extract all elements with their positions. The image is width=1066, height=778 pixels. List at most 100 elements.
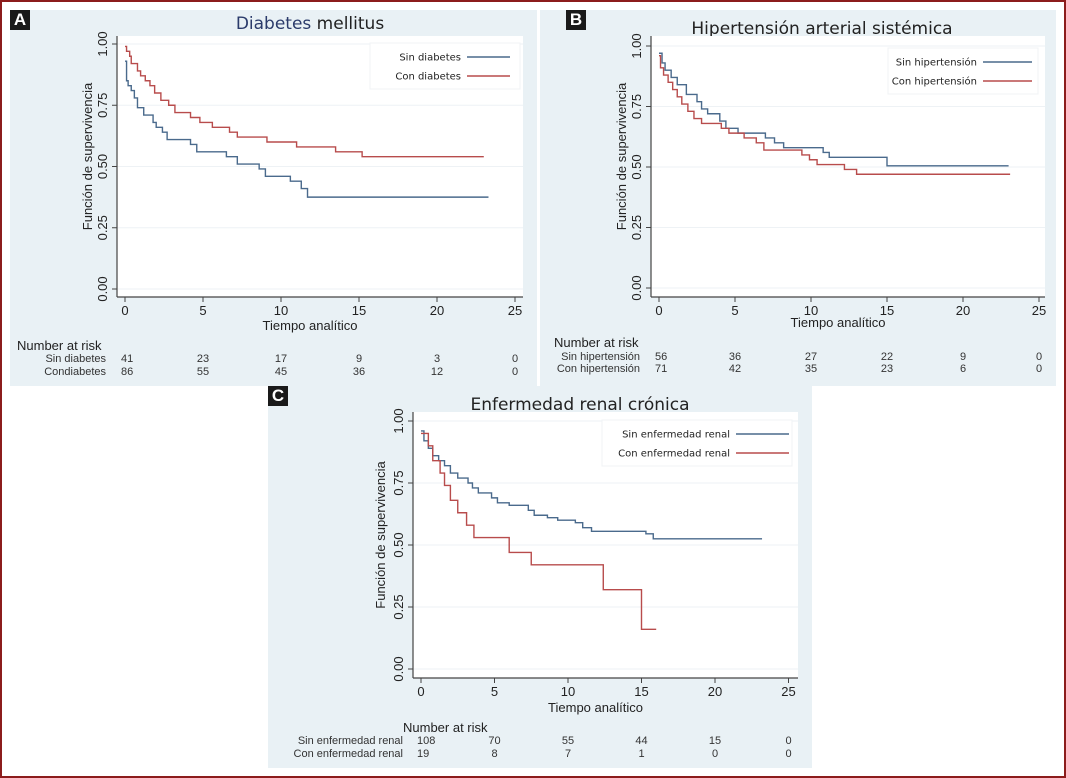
panel-a: A Diabetes mellitus 0.00 0.25 0.50 0.75 1.00 0… <box>10 10 537 386</box>
chart-title: Enfermedad renal crónica <box>470 395 689 415</box>
x-tick-label: 25 <box>781 684 795 699</box>
y-tick-label: 0.00 <box>629 275 644 300</box>
legend-label: Con diabetes <box>395 72 461 83</box>
panel-c: C Enfermedad renal crónica 0.00 0.25 0.50 0.… <box>268 386 812 768</box>
x-tick-label: 5 <box>491 684 498 699</box>
risk-table-header: Number at risk <box>17 338 102 353</box>
y-tick-label: 0.75 <box>629 94 644 119</box>
x-tick-label: 15 <box>634 684 648 699</box>
risk-value: 35 <box>805 363 817 375</box>
y-tick-label: 0.25 <box>629 215 644 240</box>
y-tick-label: 0.00 <box>391 656 406 681</box>
risk-value: 8 <box>491 748 497 760</box>
survival-curve-without <box>421 430 763 540</box>
legend-label: Con hipertensión <box>892 76 977 88</box>
chart-title: Hipertensión arterial sistémica <box>691 19 952 39</box>
y-tick-label: 0.25 <box>391 594 406 619</box>
survival-curve-with <box>421 432 657 631</box>
risk-value: 71 <box>655 363 667 375</box>
risk-value: 15 <box>709 735 721 747</box>
risk-value: 9 <box>356 353 362 365</box>
risk-value: 86 <box>121 366 133 378</box>
risk-value: 23 <box>197 353 209 365</box>
risk-value: 56 <box>655 351 667 363</box>
x-axis-label: Tiempo analítico <box>791 315 886 330</box>
panel-b: B Hipertensión arterial sistémica 0.00 0.2… <box>540 10 1056 386</box>
risk-value: 0 <box>712 748 718 760</box>
x-tick-label: 10 <box>274 303 288 318</box>
panel-label-b: B <box>566 10 586 30</box>
risk-row-label: Condiabetes <box>44 366 106 378</box>
risk-value: 22 <box>881 351 893 363</box>
risk-value: 36 <box>353 366 365 378</box>
x-tick-label: 5 <box>731 303 738 318</box>
km-chart-diabetes: Diabetes mellitus 0.00 0.25 0.50 0.75 1.00 0 5 1… <box>17 14 523 378</box>
y-tick-label: 0.00 <box>95 276 110 301</box>
survival-curve-with <box>125 45 484 158</box>
panel-label-c: C <box>268 386 288 406</box>
x-tick-label: 10 <box>561 684 575 699</box>
x-tick-label: 0 <box>417 684 424 699</box>
risk-value: 23 <box>881 363 893 375</box>
y-tick-label: 1.00 <box>95 31 110 56</box>
km-chart-hypertension: Hipertensión arterial sistémica 0.00 0.25 0… <box>554 19 1046 375</box>
y-tick-label: 0.25 <box>95 215 110 240</box>
risk-value: 44 <box>635 735 647 747</box>
risk-table-header: Number at risk <box>554 335 639 350</box>
risk-value: 0 <box>785 748 791 760</box>
y-tick-label: 0.75 <box>391 470 406 495</box>
panel-label-a: A <box>10 10 30 30</box>
risk-value: 36 <box>729 351 741 363</box>
risk-table-header: Number at risk <box>403 720 488 735</box>
legend-box <box>887 47 1039 95</box>
y-tick-label: 0.50 <box>391 532 406 557</box>
risk-value: 42 <box>729 363 741 375</box>
x-tick-label: 20 <box>956 303 970 318</box>
y-axis-label: Función de supervivencia <box>373 461 388 609</box>
risk-row-label: Con hipertensión <box>557 363 640 375</box>
risk-value: 0 <box>512 366 518 378</box>
risk-row-label: Sin hipertensión <box>561 351 640 363</box>
survival-curve-without <box>125 60 489 198</box>
x-tick-label: 25 <box>508 303 522 318</box>
legend-label: Sin hipertensión <box>896 57 977 69</box>
risk-value: 45 <box>275 366 287 378</box>
x-axis-label: Tiempo analítico <box>263 318 358 333</box>
risk-value: 41 <box>121 353 133 365</box>
x-tick-label: 0 <box>121 303 128 318</box>
x-tick-label: 20 <box>430 303 444 318</box>
x-tick-label: 15 <box>352 303 366 318</box>
y-tick-label: 0.75 <box>95 93 110 118</box>
risk-value: 17 <box>275 353 287 365</box>
risk-value: 19 <box>417 748 429 760</box>
survival-curve-without <box>659 52 1009 167</box>
x-tick-label: 15 <box>880 303 894 318</box>
km-chart-renal: Enfermedad renal crónica 0.00 0.25 0.50 0.75… <box>294 395 798 760</box>
y-tick-label: 0.50 <box>629 154 644 179</box>
risk-row-label: Sin diabetes <box>45 353 106 365</box>
chart-title: Diabetes mellitus <box>236 14 385 34</box>
risk-value: 27 <box>805 351 817 363</box>
x-tick-label: 20 <box>708 684 722 699</box>
survival-curve-with <box>659 54 1011 175</box>
risk-value: 55 <box>197 366 209 378</box>
risk-row-label: Sin enfermedad renal <box>298 735 403 747</box>
x-axis-label: Tiempo analítico <box>548 700 643 715</box>
risk-value: 1 <box>638 748 644 760</box>
y-axis-label: Función de supervivencia <box>614 82 629 230</box>
y-axis-label: Función de supervivencia <box>80 82 95 230</box>
risk-value: 3 <box>434 353 440 365</box>
x-tick-label: 5 <box>199 303 206 318</box>
risk-value: 70 <box>488 735 500 747</box>
x-tick-label: 10 <box>804 303 818 318</box>
risk-value: 108 <box>417 735 435 747</box>
legend-box <box>601 419 793 467</box>
risk-value: 6 <box>960 363 966 375</box>
legend-label: Sin diabetes <box>399 53 461 64</box>
legend-label: Con enfermedad renal <box>618 449 730 460</box>
risk-value: 55 <box>562 735 574 747</box>
risk-value: 0 <box>785 735 791 747</box>
risk-value: 0 <box>512 353 518 365</box>
risk-value: 0 <box>1036 363 1042 375</box>
